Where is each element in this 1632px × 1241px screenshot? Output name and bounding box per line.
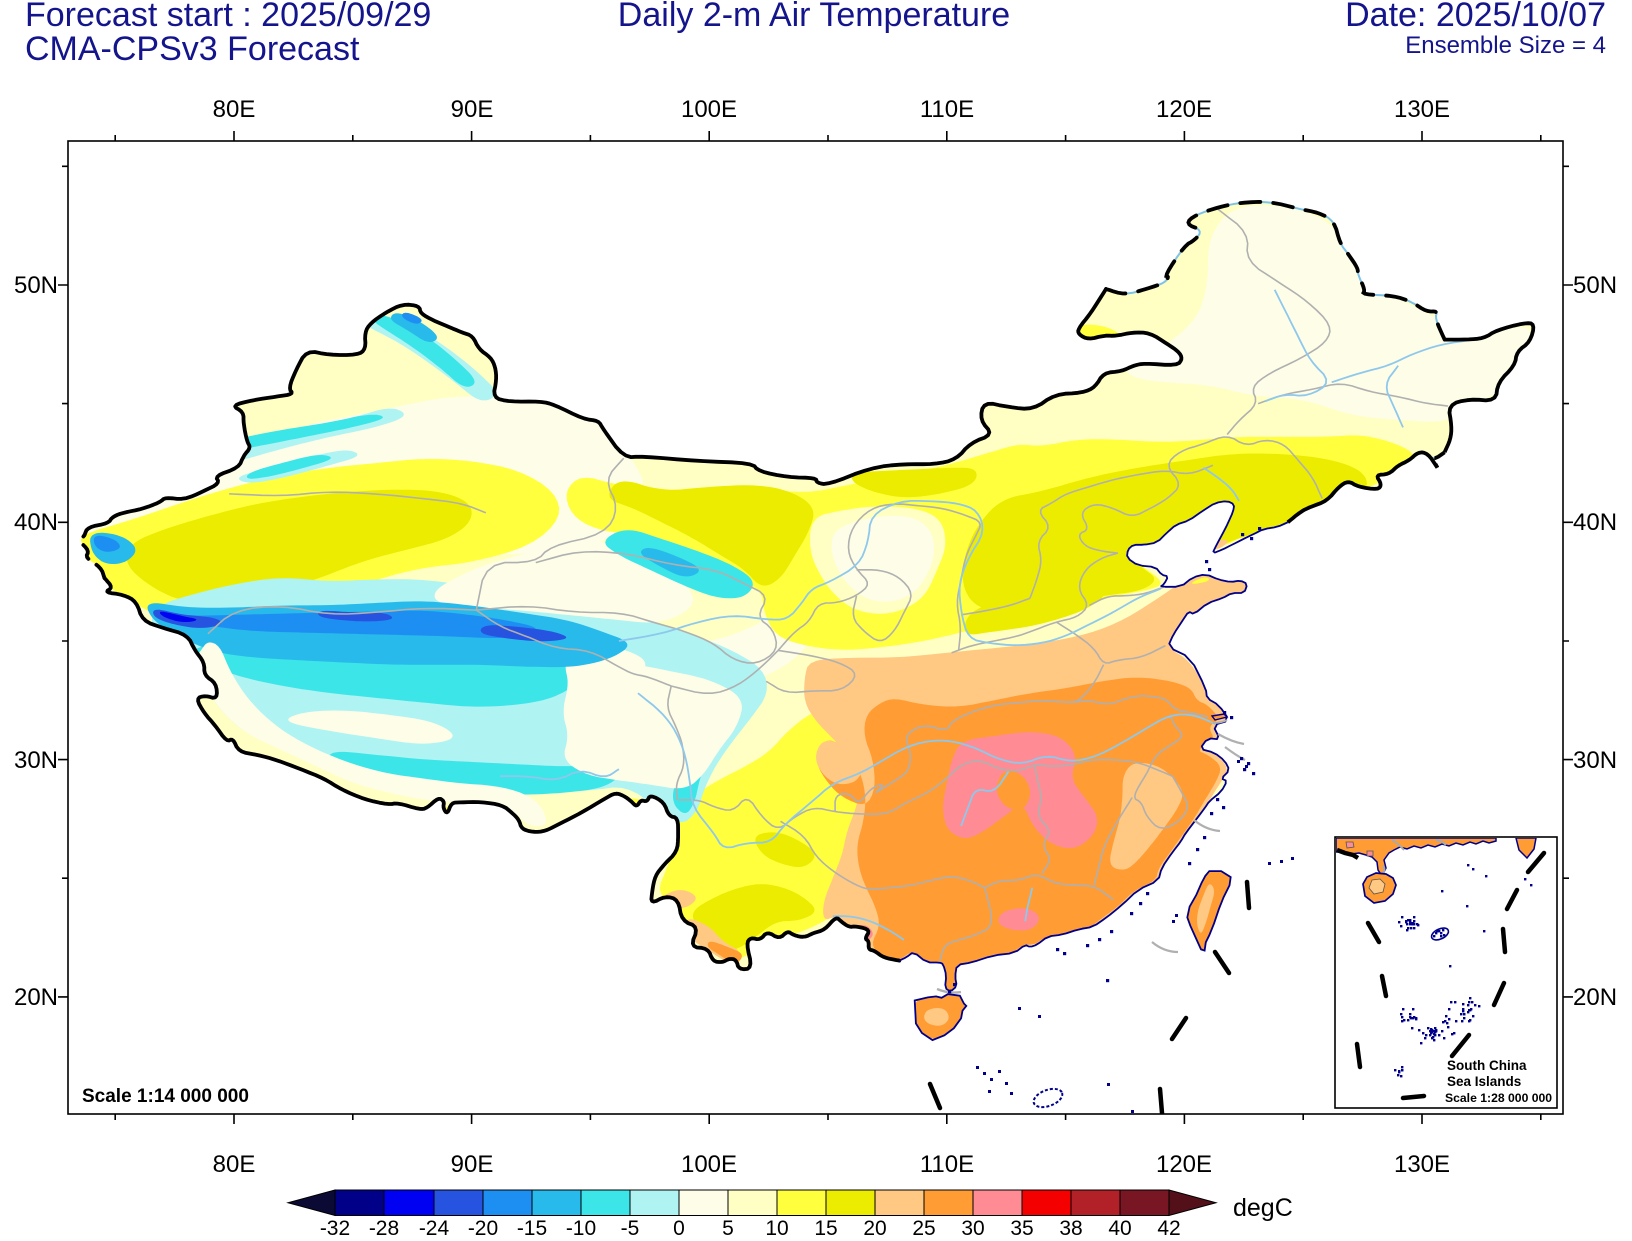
svg-text:90E: 90E [451,1151,494,1178]
svg-text:0: 0 [673,1217,685,1240]
svg-text:120E: 120E [1156,96,1212,123]
svg-text:20: 20 [863,1217,886,1240]
svg-text:10: 10 [765,1217,788,1240]
svg-text:50N: 50N [14,272,58,299]
svg-text:Sea Islands: Sea Islands [1447,1074,1521,1089]
svg-text:130E: 130E [1394,96,1450,123]
svg-text:130E: 130E [1394,1151,1450,1178]
svg-text:-32: -32 [320,1217,350,1240]
svg-text:35: 35 [1010,1217,1033,1240]
svg-text:110E: 110E [920,96,974,123]
svg-text:40: 40 [1108,1217,1131,1240]
svg-text:CMA-CPSv3 Forecast: CMA-CPSv3 Forecast [25,30,360,68]
svg-text:25: 25 [912,1217,935,1240]
svg-text:38: 38 [1059,1217,1082,1240]
svg-text:40N: 40N [14,509,58,536]
svg-text:90E: 90E [451,96,494,123]
svg-text:South China: South China [1447,1058,1527,1073]
svg-text:80E: 80E [213,96,256,123]
svg-text:-5: -5 [621,1217,640,1240]
svg-text:20N: 20N [1573,984,1617,1011]
svg-text:120E: 120E [1156,1151,1212,1178]
svg-text:Date: 2025/10/07: Date: 2025/10/07 [1345,0,1606,34]
svg-text:degC: degC [1233,1194,1293,1222]
svg-text:Ensemble Size = 4: Ensemble Size = 4 [1405,32,1606,59]
svg-text:15: 15 [814,1217,837,1240]
svg-text:-20: -20 [468,1217,498,1240]
svg-text:80E: 80E [213,1151,256,1178]
svg-text:30N: 30N [14,747,58,774]
svg-text:5: 5 [722,1217,734,1240]
svg-text:100E: 100E [681,96,737,123]
svg-text:-10: -10 [566,1217,596,1240]
svg-text:Forecast start : 2025/09/29: Forecast start : 2025/09/29 [25,0,431,34]
svg-text:Daily 2-m Air Temperature: Daily 2-m Air Temperature [618,0,1010,34]
svg-text:20N: 20N [14,984,58,1011]
svg-text:110E: 110E [920,1151,974,1178]
svg-text:42: 42 [1157,1217,1180,1240]
svg-text:-15: -15 [517,1217,547,1240]
svg-text:Scale 1:14 000 000: Scale 1:14 000 000 [82,1086,249,1107]
svg-text:-24: -24 [419,1217,450,1240]
svg-text:-28: -28 [369,1217,399,1240]
svg-text:100E: 100E [681,1151,737,1178]
svg-text:30N: 30N [1573,747,1617,774]
svg-text:30: 30 [961,1217,984,1240]
svg-text:50N: 50N [1573,272,1617,299]
svg-text:40N: 40N [1573,509,1617,536]
svg-text:Scale 1:28 000 000: Scale 1:28 000 000 [1445,1091,1552,1105]
